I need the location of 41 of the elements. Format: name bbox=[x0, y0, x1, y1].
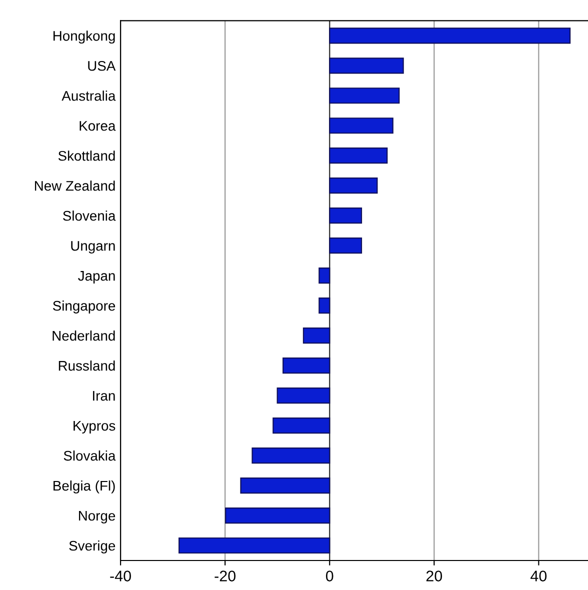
bar bbox=[225, 507, 330, 524]
y-tick-label: Slovakia bbox=[64, 450, 116, 461]
y-tick-label: Slovenia bbox=[63, 210, 116, 221]
bar bbox=[329, 28, 571, 44]
y-tick-label: Nederland bbox=[52, 330, 115, 341]
bar bbox=[240, 477, 330, 494]
y-tick-label: Kypros bbox=[74, 421, 116, 434]
y-tick-label: Skottland bbox=[58, 150, 115, 161]
x-tick-label: -40 bbox=[110, 570, 131, 582]
x-tick-label: 0 bbox=[326, 570, 334, 582]
bar bbox=[178, 537, 330, 554]
y-tick-label: Iran bbox=[93, 391, 115, 401]
bar bbox=[282, 358, 330, 374]
y-tick-label: Korea bbox=[80, 121, 116, 131]
x-tick-label: 20 bbox=[426, 570, 442, 582]
y-tick-label: Japan bbox=[78, 271, 115, 284]
y-tick-label: Singapore bbox=[52, 300, 116, 314]
bar bbox=[329, 238, 362, 254]
y-tick-label: USA bbox=[88, 60, 116, 71]
bar bbox=[318, 268, 330, 284]
y-tick-label: Ungarn bbox=[71, 241, 115, 254]
bar bbox=[252, 447, 330, 464]
y-tick-label: Belgia (Fl) bbox=[54, 480, 115, 494]
bar bbox=[302, 328, 330, 344]
y-tick-label: Russland bbox=[58, 360, 115, 371]
bar bbox=[272, 417, 330, 434]
y-tick-label: Australia bbox=[62, 90, 116, 101]
bar bbox=[329, 88, 400, 104]
bar bbox=[318, 298, 330, 314]
bar bbox=[329, 208, 362, 224]
bar bbox=[329, 118, 394, 134]
x-tick-label: -20 bbox=[214, 570, 236, 582]
y-tick-label: Sverige bbox=[69, 540, 116, 554]
x-tick-label: 40 bbox=[530, 570, 547, 582]
bar bbox=[276, 387, 330, 404]
bar bbox=[329, 58, 404, 74]
y-tick-label: New Zealand bbox=[34, 180, 115, 191]
y-tick-label: Norge bbox=[78, 510, 116, 524]
bar bbox=[329, 148, 388, 164]
bar bbox=[329, 178, 378, 194]
y-tick-label: Hongkong bbox=[54, 30, 115, 44]
